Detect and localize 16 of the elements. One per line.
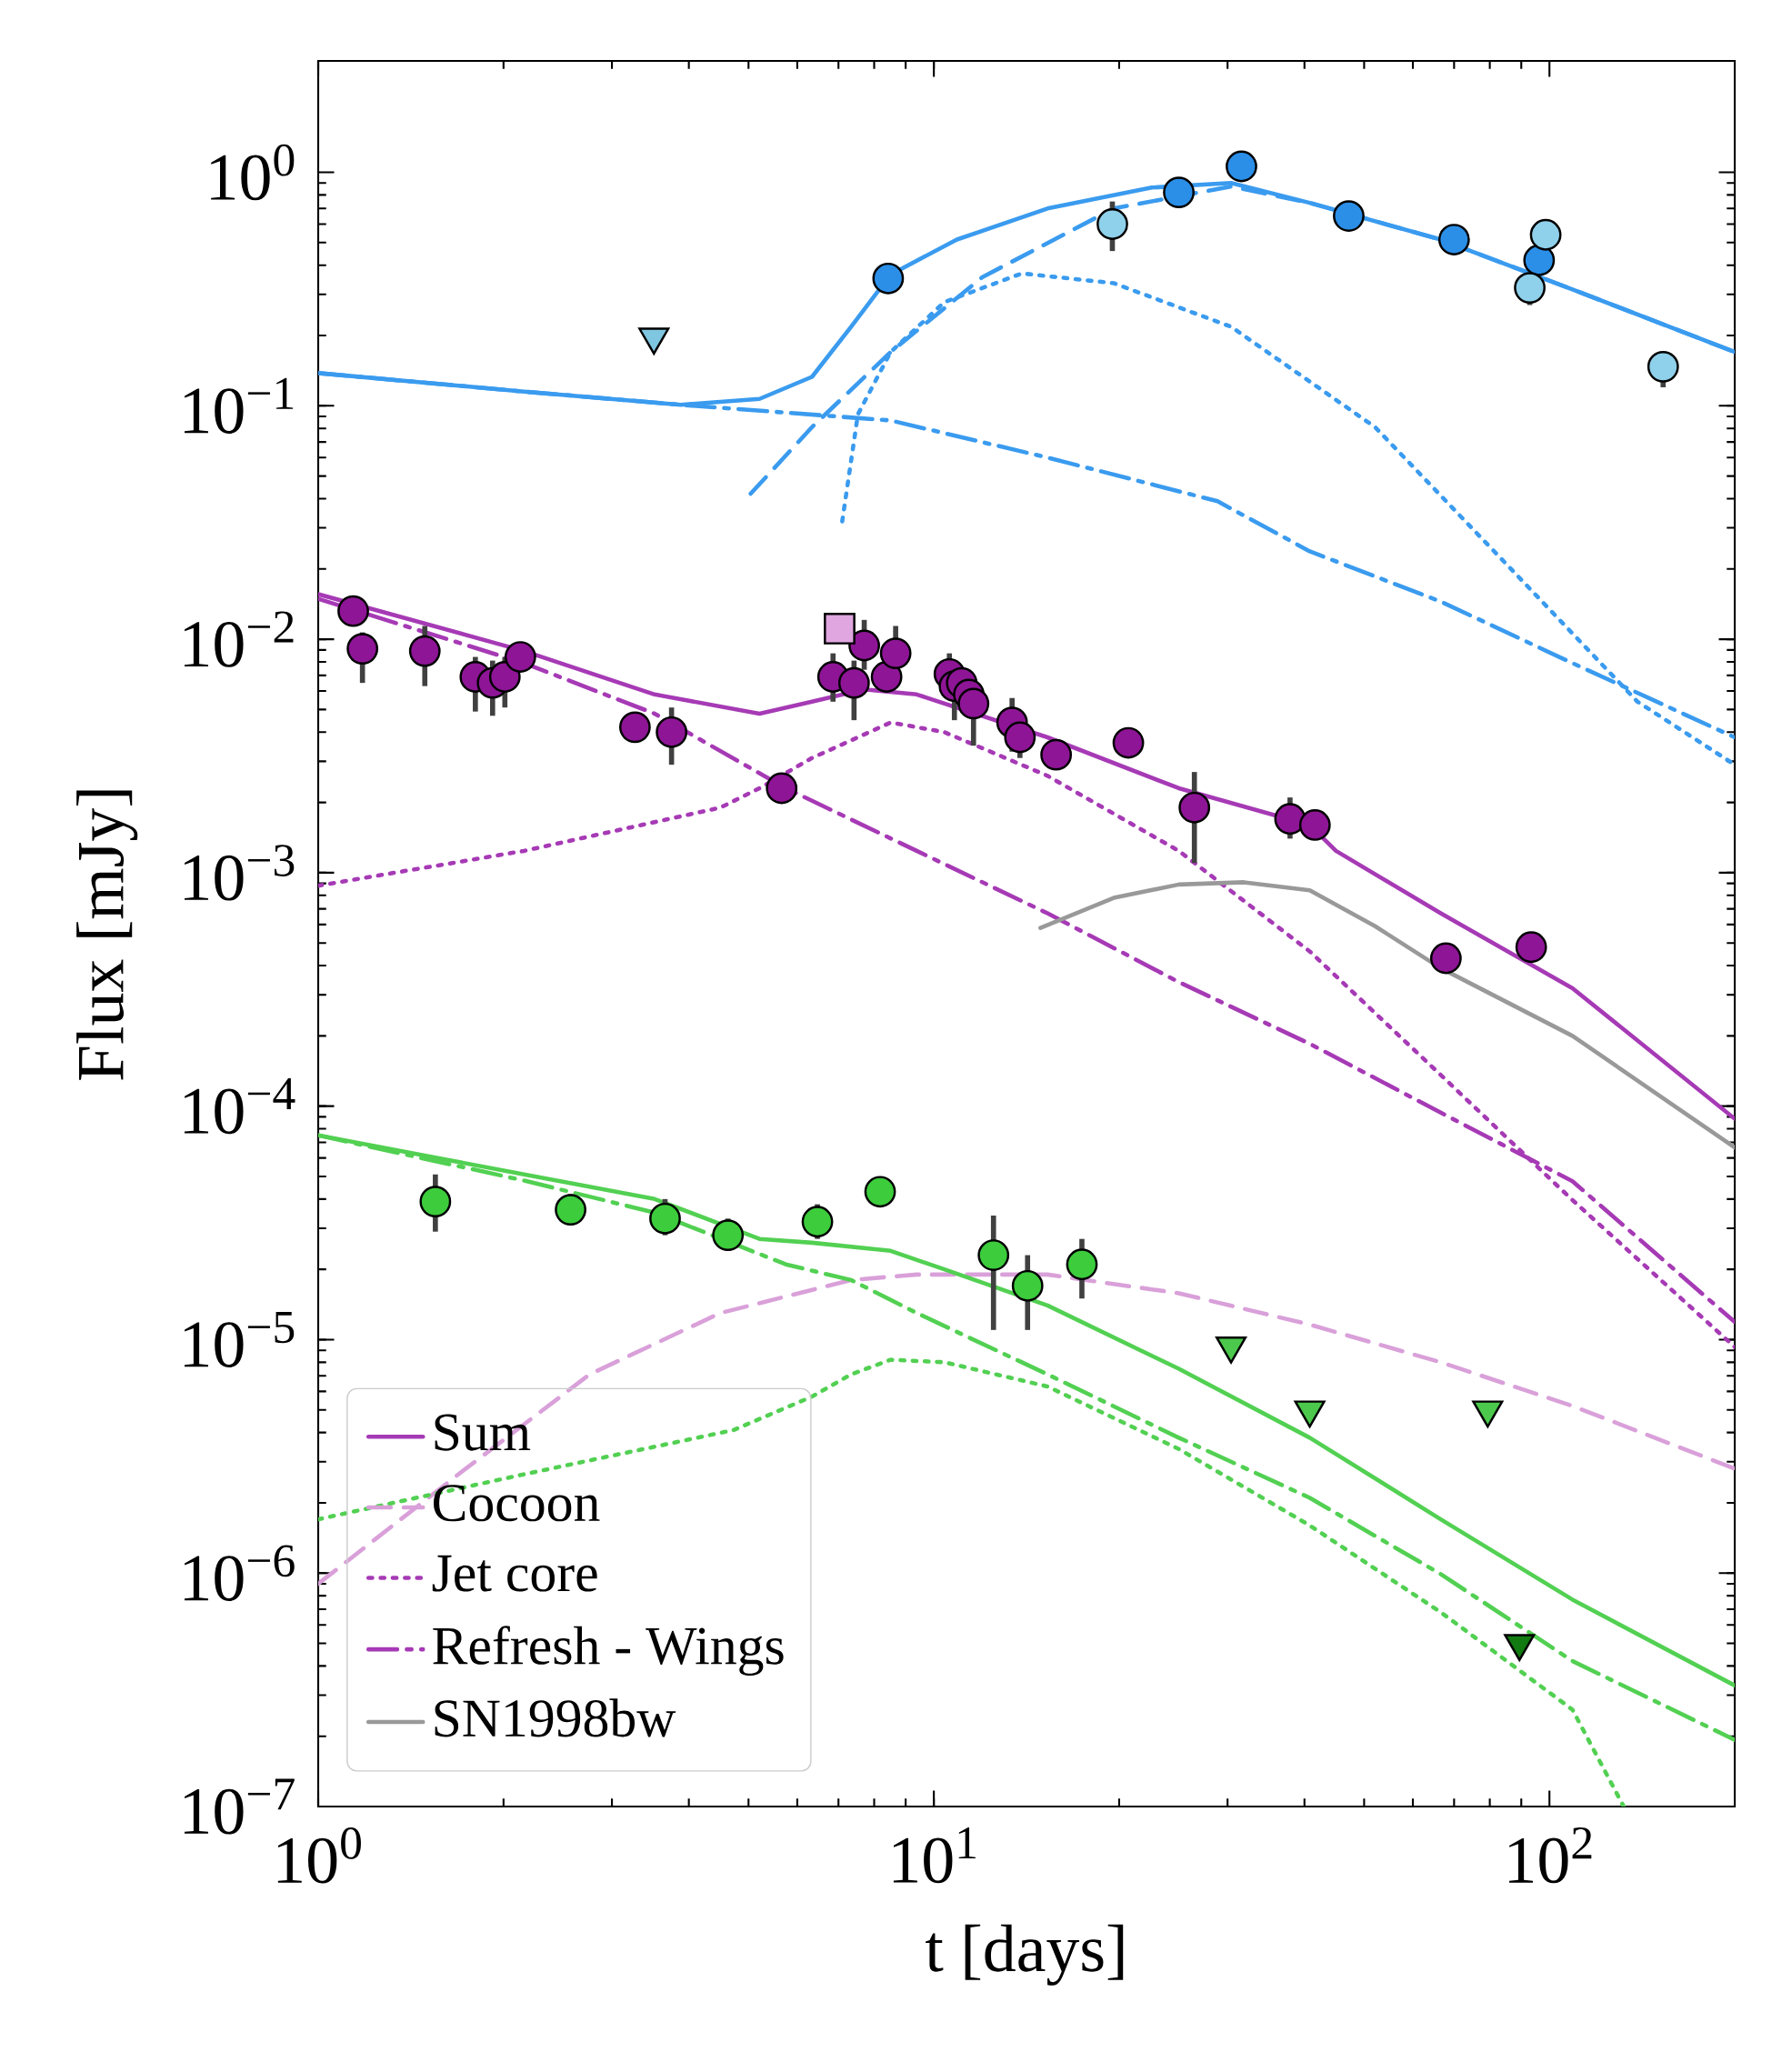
legend-label: SN1998bw: [435, 1698, 676, 1737]
x-tick-label: 10$^{1}$: [893, 1827, 976, 1884]
y-tick-label: 10$^{−3}$: [185, 845, 295, 901]
legend-label: Sum: [435, 1414, 531, 1451]
x-axis-title: t [days]: [926, 1924, 1124, 1986]
legend-label: Cocoon: [433, 1485, 600, 1522]
y-tick-label: 10$^{−5}$: [185, 1311, 295, 1367]
y-axis-title: Flux [mJy]: [76, 790, 138, 1080]
y-tick-label: 10$^{0}$: [211, 144, 295, 201]
legend-label: Refresh - Wings: [433, 1626, 784, 1677]
y-tick-label: 10$^{−2}$: [185, 611, 294, 667]
y-tick-label: 10$^{−6}$: [185, 1545, 295, 1601]
y-tick-label: 10$^{−4}$: [185, 1078, 295, 1135]
y-tick-label: 10$^{−1}$: [185, 377, 294, 434]
x-tick-label: 10$^{2}$: [1509, 1827, 1592, 1884]
legend-label: Jet core: [432, 1555, 597, 1592]
